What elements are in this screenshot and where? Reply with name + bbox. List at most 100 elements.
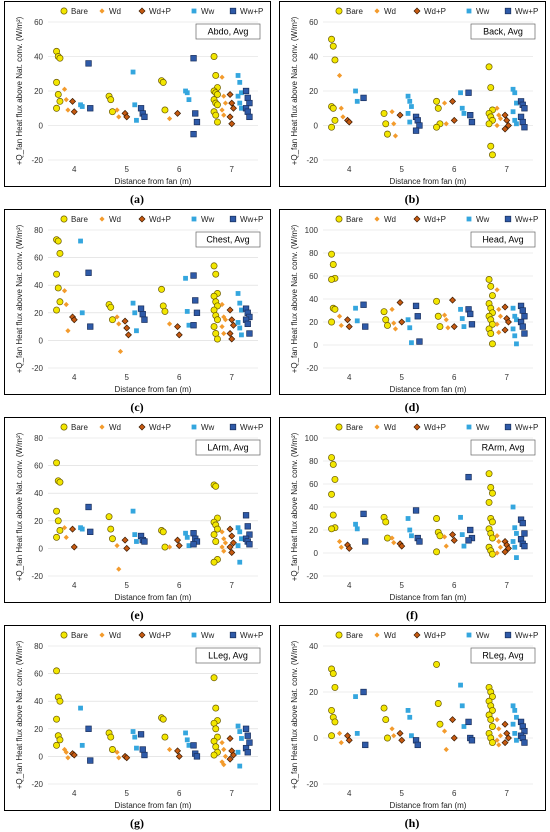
data-point-ww bbox=[353, 521, 358, 527]
data-point-ww bbox=[514, 100, 519, 106]
data-point-wwpp bbox=[137, 105, 145, 112]
data-point-wd bbox=[114, 107, 120, 113]
data-point-bare bbox=[53, 459, 61, 467]
data-point-ww bbox=[237, 729, 243, 734]
data-point-bare bbox=[382, 716, 390, 724]
data-point-wd bbox=[336, 313, 343, 319]
data-point-wwpp bbox=[87, 528, 94, 535]
legend-marker bbox=[413, 423, 421, 431]
data-point-wwpp bbox=[360, 301, 367, 308]
data-point-bare bbox=[212, 72, 220, 79]
data-point-ww bbox=[134, 745, 139, 751]
data-point-wdpp bbox=[503, 116, 511, 124]
data-point-wd bbox=[496, 306, 502, 312]
data-point-bare bbox=[53, 104, 61, 112]
data-point-bare bbox=[161, 733, 169, 741]
data-point-bare bbox=[487, 142, 495, 150]
panel-caption: (e) bbox=[130, 608, 143, 622]
x-tick-label: 7 bbox=[230, 581, 235, 590]
data-point-ww bbox=[461, 324, 467, 329]
data-point-bare bbox=[436, 720, 444, 728]
data-point-bare bbox=[433, 97, 440, 105]
data-point-wwpp bbox=[87, 105, 94, 112]
y-tick-label: -20 bbox=[306, 364, 318, 373]
data-point-wdpp bbox=[398, 318, 406, 326]
legend-marker bbox=[374, 216, 380, 222]
data-point-wwpp bbox=[193, 753, 201, 760]
legend-marker bbox=[374, 8, 380, 14]
data-point-bare bbox=[212, 704, 220, 712]
data-point-wd bbox=[338, 544, 344, 550]
data-point-wwpp bbox=[242, 87, 250, 95]
data-point-wd bbox=[114, 314, 120, 320]
y-axis-label: +Q_fan Heat flux above Nat. conv. (W/m²) bbox=[15, 640, 24, 789]
y-tick-label: 40 bbox=[34, 281, 43, 290]
data-point-wwpp bbox=[190, 541, 197, 548]
legend-marker bbox=[99, 424, 105, 430]
y-tick-label: 80 bbox=[309, 249, 318, 258]
legend-marker bbox=[466, 424, 472, 430]
y-tick-label: 40 bbox=[309, 53, 318, 62]
legend-marker bbox=[374, 424, 380, 430]
chart-title: LArm, Avg bbox=[207, 443, 248, 453]
data-point-wwpp bbox=[519, 519, 526, 527]
data-point-wdpp bbox=[226, 543, 234, 551]
data-point-wwpp bbox=[141, 316, 148, 323]
data-point-wd bbox=[114, 749, 120, 755]
data-point-bare bbox=[56, 736, 64, 744]
legend-marker bbox=[335, 215, 343, 223]
legend-label: Bare bbox=[346, 7, 363, 16]
data-point-wd bbox=[221, 746, 227, 753]
data-point-ww bbox=[405, 516, 411, 521]
panel-h: -20 0 20 40 Bare Wd Wd+P Ww Ww+P RLeg, Avg 4 5 6 7 Dis… bbox=[275, 624, 550, 832]
data-point-bare bbox=[488, 151, 496, 159]
legend-marker bbox=[229, 631, 237, 639]
data-point-bare bbox=[329, 461, 337, 468]
data-point-ww bbox=[235, 291, 241, 296]
data-point-ww bbox=[512, 708, 518, 713]
data-point-wdpp bbox=[174, 323, 182, 331]
x-tick-label: 7 bbox=[505, 581, 510, 590]
data-point-bare bbox=[56, 478, 64, 486]
x-tick-label: 5 bbox=[400, 581, 405, 590]
legend-marker bbox=[504, 631, 512, 639]
data-point-wdpp bbox=[228, 316, 236, 324]
data-point-wwpp bbox=[521, 530, 528, 537]
data-point-wdpp bbox=[174, 747, 182, 755]
data-point-bare bbox=[488, 340, 496, 348]
data-point-bare bbox=[213, 335, 221, 343]
data-point-bare bbox=[107, 525, 115, 533]
data-point-wwpp bbox=[246, 739, 253, 746]
data-point-ww bbox=[510, 326, 516, 332]
data-point-wdpp bbox=[121, 536, 129, 544]
data-point-wwpp bbox=[521, 739, 528, 746]
data-point-wdpp bbox=[228, 99, 236, 107]
data-point-wdpp bbox=[396, 729, 404, 737]
x-tick-label: 6 bbox=[177, 165, 182, 174]
x-tick-label: 5 bbox=[125, 789, 130, 798]
legend-marker bbox=[138, 7, 146, 15]
data-point-bare bbox=[210, 558, 218, 566]
data-point-wd bbox=[443, 317, 449, 323]
data-point-bare bbox=[488, 706, 496, 714]
data-point-bare bbox=[328, 706, 336, 714]
data-point-wdpp bbox=[501, 548, 509, 556]
data-point-wwpp bbox=[244, 732, 251, 739]
data-point-bare bbox=[54, 517, 62, 525]
y-tick-label: 0 bbox=[314, 549, 319, 558]
data-point-wwpp bbox=[468, 118, 476, 126]
data-point-bare bbox=[328, 490, 336, 498]
legend-label: Wd bbox=[109, 631, 121, 640]
data-point-wd bbox=[221, 536, 227, 542]
data-point-wdpp bbox=[501, 125, 509, 133]
data-point-wdpp bbox=[228, 335, 236, 343]
data-point-bare bbox=[107, 303, 115, 311]
data-point-bare bbox=[53, 533, 61, 541]
chart-title: Abdo, Avg bbox=[208, 27, 249, 37]
data-point-wdpp bbox=[226, 330, 234, 337]
legend-marker bbox=[99, 216, 105, 222]
data-point-ww bbox=[235, 723, 241, 729]
legend-marker bbox=[99, 632, 105, 638]
data-point-wdpp bbox=[175, 542, 183, 550]
data-point-wdpp bbox=[449, 97, 457, 105]
